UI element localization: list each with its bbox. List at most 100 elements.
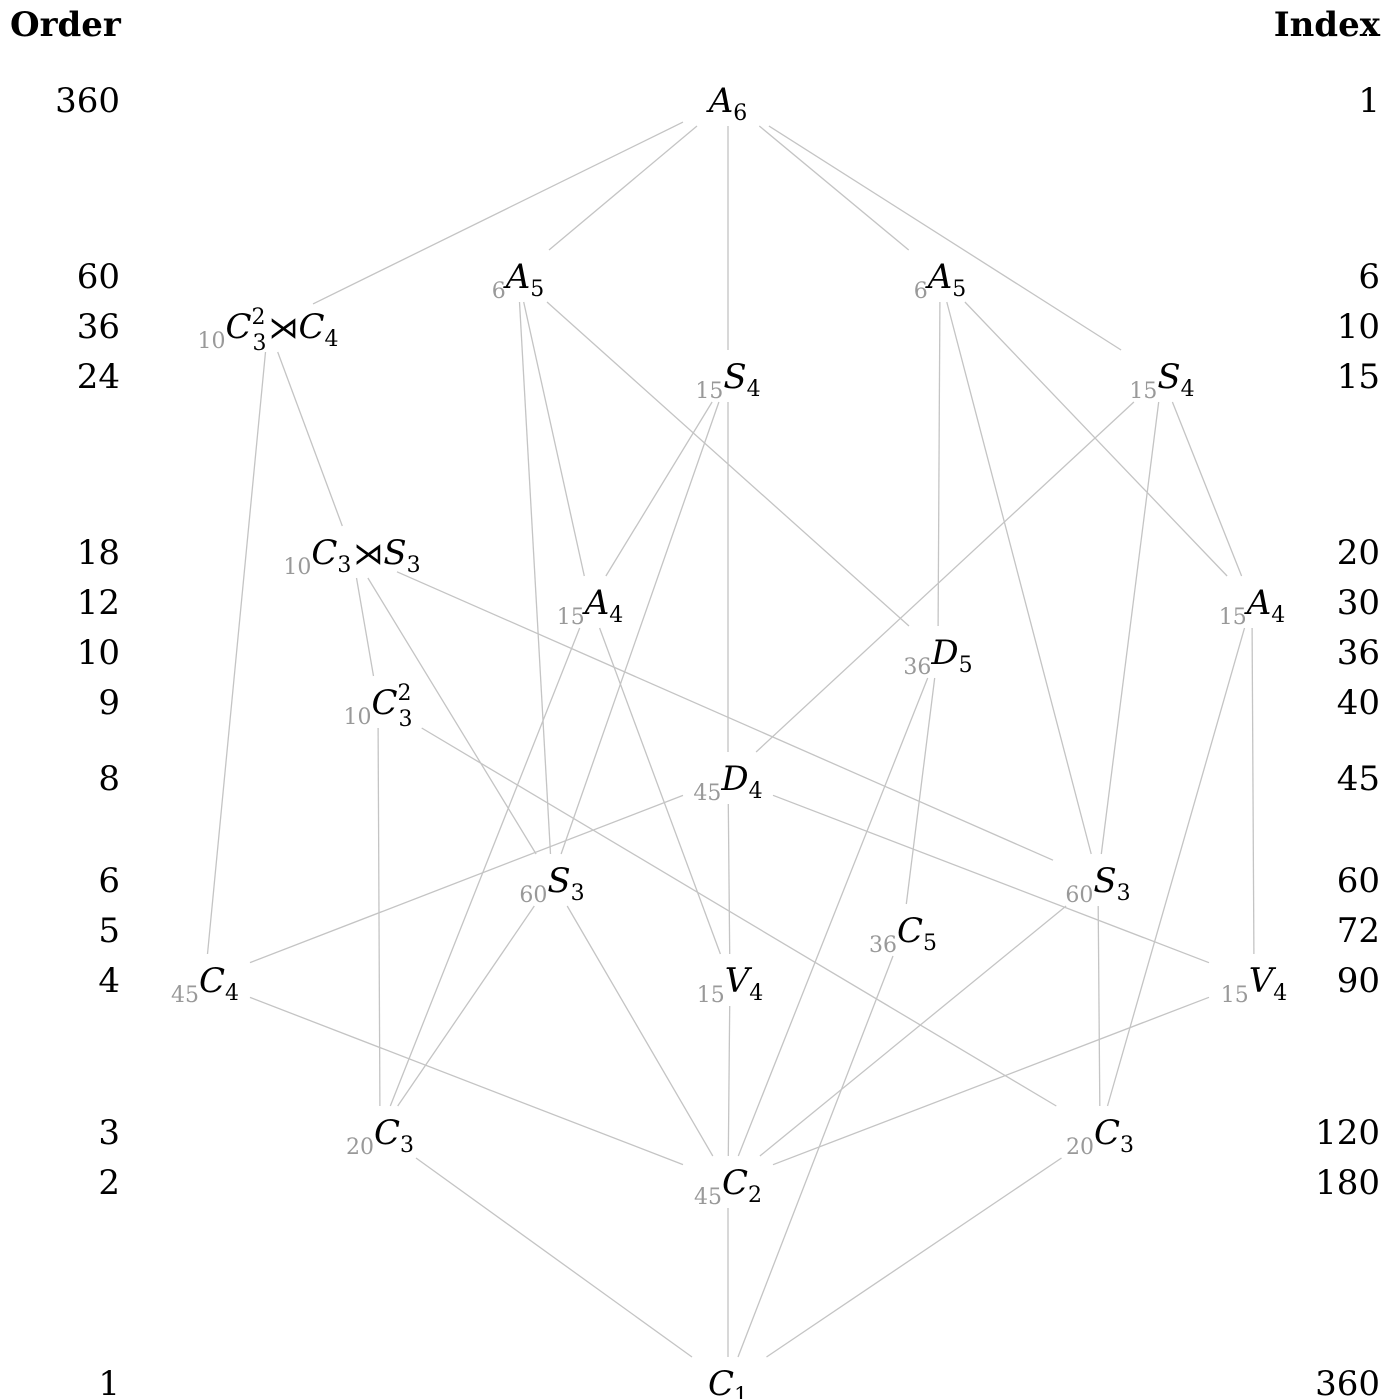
- subgroup-node: 15V4: [1221, 961, 1288, 1008]
- order-value: 360: [55, 81, 120, 121]
- group-symbol: C: [1094, 1113, 1120, 1153]
- conjugate-count: 15: [697, 983, 725, 1008]
- group-symbol: C: [371, 683, 397, 723]
- order-value: 2: [98, 1163, 120, 1203]
- subgroup-node: 15V4: [697, 961, 764, 1008]
- lattice-edge: [755, 401, 1135, 753]
- conjugate-count: 45: [693, 781, 721, 806]
- order-value: 3: [98, 1113, 120, 1153]
- subgroup-node: A6: [706, 81, 748, 126]
- group-symbol: S: [723, 357, 746, 397]
- conjugate-count: 6: [492, 279, 506, 304]
- subscript: 5: [530, 277, 544, 302]
- conjugate-count: 15: [695, 379, 723, 404]
- subscript: 4: [749, 779, 763, 804]
- lattice-edge: [1251, 627, 1255, 955]
- lattice-edge: [249, 996, 684, 1166]
- index-value: 10: [1337, 307, 1380, 347]
- subscript: 4: [749, 981, 763, 1006]
- subscript: 4: [1271, 603, 1285, 628]
- subscript: 3: [407, 553, 421, 578]
- order-value: 36: [77, 307, 120, 347]
- conjugate-count: 10: [197, 329, 225, 354]
- subscript: 4: [1181, 377, 1195, 402]
- subgroup-node: C1: [708, 1364, 748, 1399]
- conjugate-count: 15: [1219, 605, 1247, 630]
- order-column: 360 60 36 24 18 12 10 9 8 6 5 4 3 2 1: [55, 81, 120, 1399]
- subgroup-node: 45D4: [693, 759, 762, 806]
- group-symbol: A: [925, 257, 953, 297]
- lattice-edge: [946, 301, 1092, 855]
- index-column-header: Index: [1274, 5, 1381, 45]
- lattice-edge: [1100, 401, 1160, 855]
- subgroup-node: 15A4: [1219, 583, 1286, 630]
- subscript: 3: [1120, 1133, 1134, 1158]
- subgroup-node: 10C2 3: [343, 681, 412, 732]
- lattice-edge: [1097, 905, 1101, 1107]
- conjugate-count: 10: [283, 555, 311, 580]
- group-symbol: D: [930, 633, 958, 673]
- subgroup-node: 45C2: [694, 1163, 762, 1210]
- lattice-edge: [598, 627, 722, 955]
- group-symbol: S: [1093, 861, 1116, 901]
- lattice-edge: [772, 794, 1210, 964]
- lattice-edge: [605, 401, 713, 577]
- group-symbol: C: [374, 1113, 400, 1153]
- conjugate-count: 45: [171, 983, 199, 1008]
- group-symbol: C: [897, 911, 923, 951]
- conjugate-count: 15: [1129, 379, 1157, 404]
- lattice-edge: [355, 577, 375, 677]
- group-symbol: D: [720, 759, 748, 799]
- group-symbol: A: [582, 583, 610, 623]
- subscript: 2: [748, 1183, 762, 1208]
- subgroup-node: 36D5: [903, 633, 972, 680]
- lattice-edge: [566, 905, 714, 1157]
- subgroup-node: 10C2 3⋊C4: [197, 305, 338, 356]
- order-value: 18: [77, 533, 120, 573]
- superscript: 2: [398, 681, 412, 706]
- subscript: 3: [399, 707, 413, 732]
- group-symbol: C: [311, 533, 337, 573]
- index-value: 60: [1337, 861, 1380, 901]
- subscript: 3: [253, 331, 267, 356]
- subscript: 3: [337, 553, 351, 578]
- index-value: 20: [1337, 533, 1380, 573]
- order-value: 60: [77, 257, 120, 297]
- group-symbol: C: [708, 1364, 734, 1399]
- index-value: 72: [1337, 911, 1380, 951]
- lattice-edge: [389, 627, 581, 1107]
- subgroup-node: 36C5: [869, 911, 937, 958]
- order-value: 1: [98, 1364, 120, 1399]
- superscript: 2: [252, 305, 266, 330]
- order-value: 5: [98, 911, 120, 951]
- index-column: 1 6 10 15 20 30 36 40 45 60 72 90 120 180 360: [1315, 81, 1380, 1399]
- lattice-edge: [772, 996, 1210, 1166]
- lattice-edge: [727, 803, 731, 955]
- order-value: 24: [77, 357, 120, 397]
- semidirect-product-symbol: ⋊: [269, 311, 299, 346]
- subgroup-node: 15A4: [557, 583, 624, 630]
- subscript: 3: [571, 881, 585, 906]
- lattice-edge: [560, 401, 720, 855]
- lattice-edge: [766, 1157, 1062, 1358]
- group-symbol: S: [547, 861, 570, 901]
- subscript: 4: [609, 603, 623, 628]
- conjugate-count: 36: [869, 933, 897, 958]
- order-value: 8: [98, 759, 120, 799]
- lattice-edge: [312, 121, 684, 305]
- subgroup-node: 60S3: [519, 861, 584, 908]
- group-symbol: V: [725, 961, 753, 1001]
- index-value: 30: [1337, 583, 1380, 623]
- lattice-edge: [277, 351, 343, 527]
- lattice-edge: [396, 571, 1054, 861]
- lattice-edge: [768, 125, 1122, 351]
- index-value: 90: [1337, 961, 1380, 1001]
- lattice-edge: [1106, 627, 1246, 1107]
- conjugate-count: 60: [1065, 883, 1093, 908]
- index-value: 6: [1358, 257, 1380, 297]
- subscript: 4: [747, 377, 761, 402]
- group-symbol: C: [722, 1163, 748, 1203]
- lattice-edge: [249, 794, 684, 964]
- group-symbol: S: [383, 533, 406, 573]
